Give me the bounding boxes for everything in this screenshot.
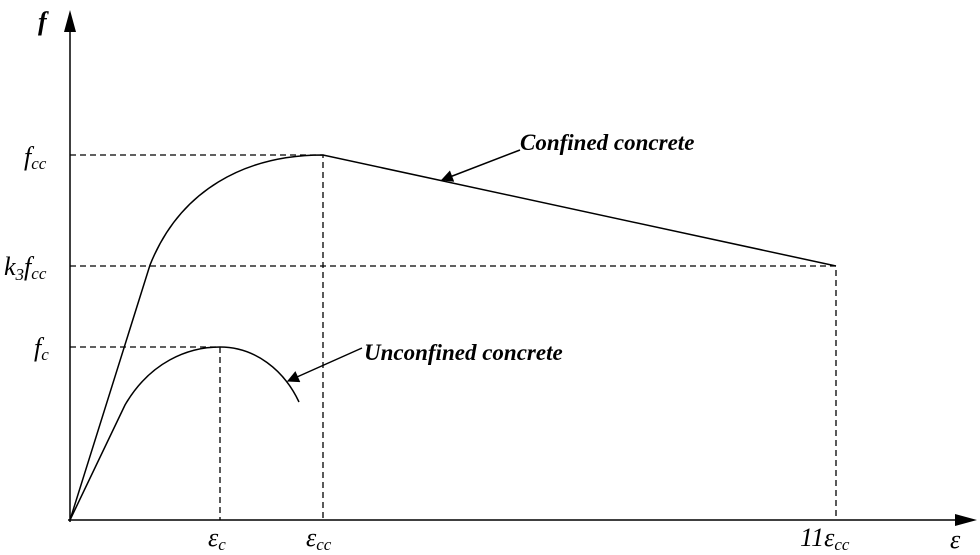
curve-label: Confined concrete (520, 130, 694, 155)
leader (286, 347, 363, 383)
y-label: fcc (24, 142, 47, 173)
subscript: 3 (15, 265, 25, 284)
symbol: f (24, 252, 35, 281)
guide (70, 154, 324, 520)
subscript: cc (316, 535, 332, 554)
x-label: εc (208, 523, 226, 554)
symbol: f (24, 142, 35, 171)
unconfined-curve (69, 346, 300, 521)
guide (70, 265, 837, 520)
x-axis-label: ε (950, 525, 961, 554)
x-label: 11εcc (800, 523, 850, 554)
x-label: εcc (306, 523, 332, 554)
y-axis-label: f (38, 7, 49, 36)
curve-label: Unconfined concrete (364, 340, 563, 365)
symbol: f (34, 333, 45, 362)
coefficient: k (4, 252, 16, 281)
subscript: c (41, 345, 49, 364)
y-label: k3fcc (4, 252, 47, 284)
subscript: cc (31, 264, 47, 283)
symbol: ε (824, 523, 835, 552)
y-label: fc (34, 333, 49, 364)
y-arrow (64, 10, 76, 32)
subscript: cc (31, 154, 47, 173)
subscript: cc (834, 535, 850, 554)
confined-curve (69, 154, 837, 521)
guide (70, 346, 221, 520)
symbol: ε (306, 523, 317, 552)
leader (440, 149, 521, 182)
coefficient: 11 (800, 523, 824, 552)
x-arrow (955, 514, 977, 526)
symbol: ε (208, 523, 219, 552)
subscript: c (218, 535, 226, 554)
